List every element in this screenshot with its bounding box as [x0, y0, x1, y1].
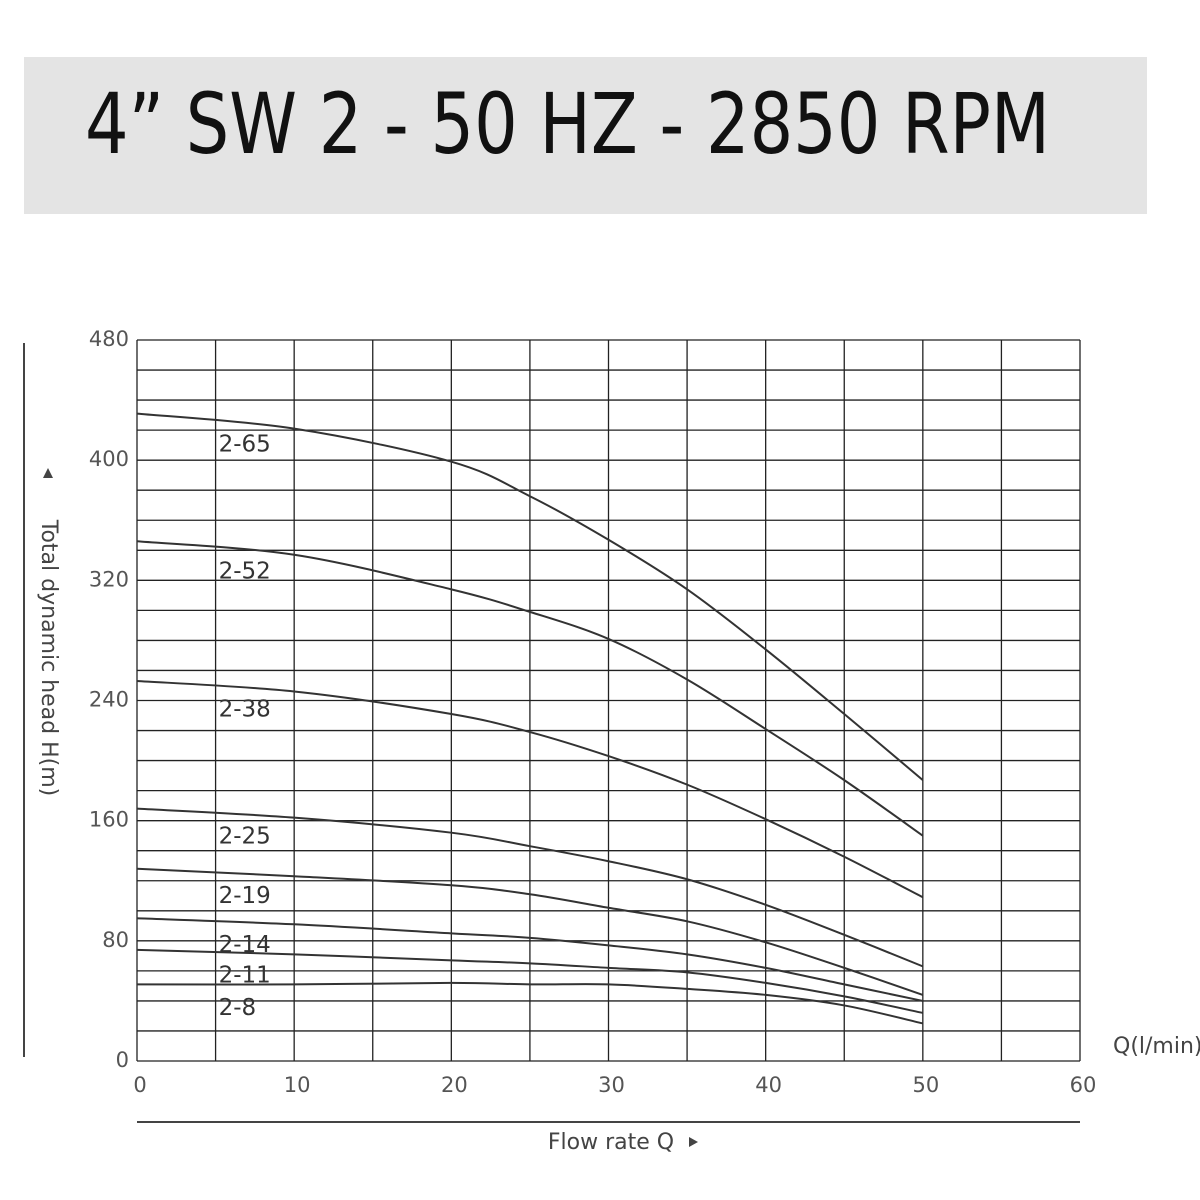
- x-tick-label: 60: [1070, 1073, 1097, 1097]
- x-tick-label: 40: [755, 1073, 782, 1097]
- curve-label: 2-25: [219, 824, 271, 850]
- x-tick-label: 50: [912, 1073, 939, 1097]
- y-arrow: [43, 468, 53, 478]
- curve: [136, 948, 924, 1014]
- curve: [136, 917, 924, 1002]
- y-tick-label: 400: [89, 447, 129, 471]
- chart-title: 4” SW 2 - 50 HZ - 2850 RPM: [85, 75, 1050, 173]
- y-tick-label: 480: [89, 327, 129, 351]
- curve: [136, 981, 924, 1025]
- curve-label: 2-19: [219, 883, 271, 909]
- curve-label: 2-65: [219, 432, 271, 458]
- y-tick-label: 240: [89, 688, 129, 712]
- y-tick-label: 80: [102, 928, 129, 952]
- title-banner: [24, 57, 1147, 214]
- curve: [136, 807, 924, 968]
- curve: [136, 679, 924, 899]
- y-tick-label: 0: [116, 1048, 129, 1072]
- x-arrow: [689, 1137, 698, 1147]
- x-tick-label: 20: [441, 1073, 468, 1097]
- y-tick-label: 320: [89, 567, 129, 591]
- y-tick-label: 160: [89, 808, 129, 832]
- curve: [136, 867, 924, 996]
- x-tick-label: 0: [133, 1073, 146, 1097]
- x-axis-label: Flow rate Q: [548, 1130, 674, 1155]
- y-axis-label: Total dynamic head H(m): [36, 519, 61, 796]
- curve-label: 2-8: [219, 995, 257, 1021]
- x-tick-label: 30: [598, 1073, 625, 1097]
- x-unit-label: Q(l/min): [1113, 1034, 1200, 1059]
- curve: [136, 540, 924, 837]
- curve-label: 2-38: [219, 697, 271, 723]
- curve-label: 2-52: [219, 559, 271, 585]
- curve: [136, 412, 924, 781]
- x-tick-label: 10: [284, 1073, 311, 1097]
